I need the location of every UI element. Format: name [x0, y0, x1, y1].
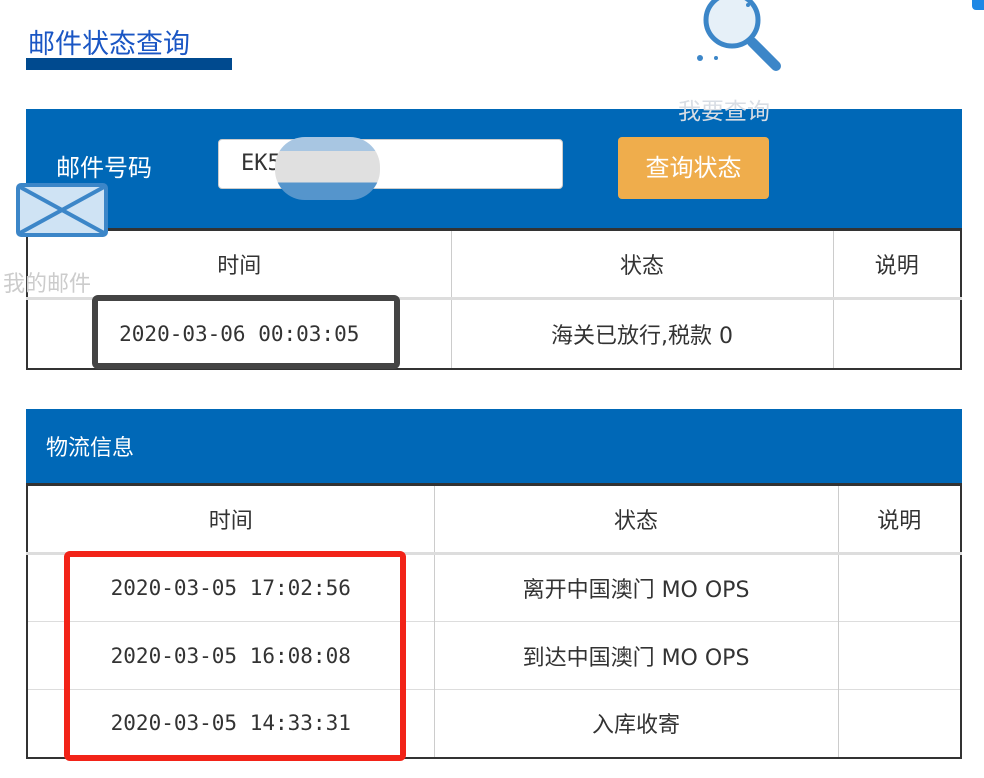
header-note: 说明 — [837, 484, 961, 555]
cell-time: 2020-03-05 16:08:08 — [27, 621, 434, 690]
mail-shortcut-label[interactable]: 我的邮件 — [3, 272, 92, 297]
cell-status: 海关已放行,税款 0 — [450, 298, 833, 369]
search-shortcut-label[interactable]: 我要查询 — [678, 99, 770, 125]
cell-status: 离开中国澳门 MO OPS — [433, 553, 838, 622]
cell-note — [837, 689, 961, 758]
cell-note — [832, 298, 961, 369]
query-status-button[interactable]: 查询状态 — [618, 137, 769, 199]
table-header: 时间 状态 说明 — [27, 229, 961, 301]
highlight-box — [92, 295, 400, 369]
page-title: 邮件状态查询 — [28, 29, 190, 60]
corner-widget — [972, 0, 984, 10]
mail-number-input[interactable]: EK5 7MO — [218, 139, 563, 189]
magnifier-icon[interactable] — [688, 0, 788, 75]
header-time: 时间 — [27, 484, 434, 555]
logistics-table: 时间 状态 说明 2020-03-05 17:02:56 离开中国澳门 MO O… — [26, 483, 962, 759]
mail-number-label: 邮件号码 — [56, 154, 152, 182]
header-status: 状态 — [433, 484, 838, 555]
cell-time: 2020-03-05 17:02:56 — [27, 553, 434, 622]
cell-note — [837, 553, 961, 622]
cell-status: 入库收寄 — [433, 689, 838, 758]
cell-status: 到达中国澳门 MO OPS — [433, 621, 838, 690]
envelope-icon[interactable] — [16, 183, 108, 237]
logistics-title: 物流信息 — [46, 436, 135, 461]
cell-note — [837, 621, 961, 690]
header-note: 说明 — [832, 229, 961, 301]
title-underline — [26, 58, 232, 70]
cell-time: 2020-03-05 14:33:31 — [27, 689, 434, 758]
table-row: 2020-03-05 14:33:31 入库收寄 — [27, 689, 961, 758]
table-row: 2020-03-05 16:08:08 到达中国澳门 MO OPS — [27, 621, 961, 690]
highlight-box — [64, 551, 406, 761]
header-status: 状态 — [450, 229, 833, 301]
table-row: 2020-03-05 17:02:56 离开中国澳门 MO OPS — [27, 553, 961, 622]
table-header: 时间 状态 说明 — [27, 484, 961, 555]
redaction-blur — [275, 137, 380, 200]
logistics-panel — [26, 409, 962, 483]
